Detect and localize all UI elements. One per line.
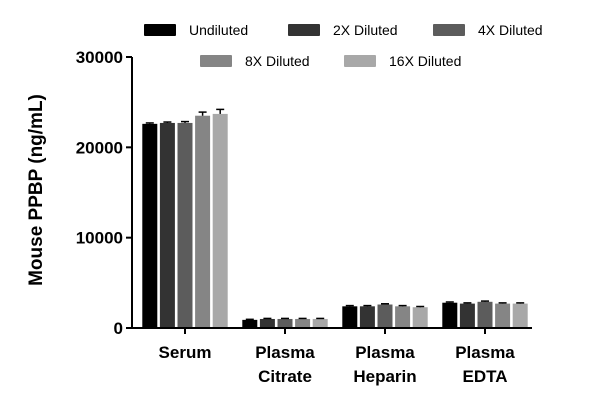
legend-label: 2X Diluted [333,22,398,38]
x-tick-label: Heparin [353,367,416,386]
bar [412,307,428,328]
legend-swatch [433,24,465,36]
bar [442,302,458,328]
legend-label: 8X Diluted [245,53,310,69]
bar [512,303,528,328]
bar [142,123,158,328]
bar [342,306,358,328]
legend-swatch [144,24,176,36]
y-axis-title-group: Mouse PPBP (ng/mL) [26,94,47,286]
bar [259,318,275,328]
bar [312,318,328,328]
y-axis: 0 10000 20000 30000 [76,48,133,338]
x-tick-label: Plasma [455,343,515,362]
x-tick-label: Plasma [255,343,315,362]
bar [212,113,228,328]
legend-swatch [200,55,232,67]
legend-label: 16X Diluted [389,53,461,69]
bar [295,318,311,328]
bar [459,303,475,328]
x-tick-label: EDTA [462,367,507,386]
bar [377,304,393,328]
bar [277,318,293,328]
bar [395,306,411,328]
legend-label: Undiluted [189,22,248,38]
legend-label: 4X Diluted [478,22,543,38]
y-tick-label: 30000 [76,48,123,67]
x-axis: Serum Plasma Citrate Plasma Heparin Plasma EDT… [131,327,532,386]
legend-swatch [288,24,320,36]
bar [177,122,193,329]
y-tick-label: 0 [114,319,123,338]
bar [242,319,258,328]
legend-swatch [344,55,376,67]
x-tick-label: Plasma [355,343,415,362]
x-tick-label: Serum [159,343,212,362]
bar [477,301,493,328]
legend: Undiluted 2X Diluted 4X Diluted 8X Diluted 1… [144,22,543,69]
bars [142,108,528,329]
x-tick-label: Citrate [258,367,312,386]
y-tick-label: 20000 [76,138,123,157]
bar [495,303,511,328]
bar [195,115,211,328]
y-tick-label: 10000 [76,229,123,248]
y-axis-title: Mouse PPBP (ng/mL) [26,94,47,286]
bar [359,306,375,328]
bar [159,122,175,329]
